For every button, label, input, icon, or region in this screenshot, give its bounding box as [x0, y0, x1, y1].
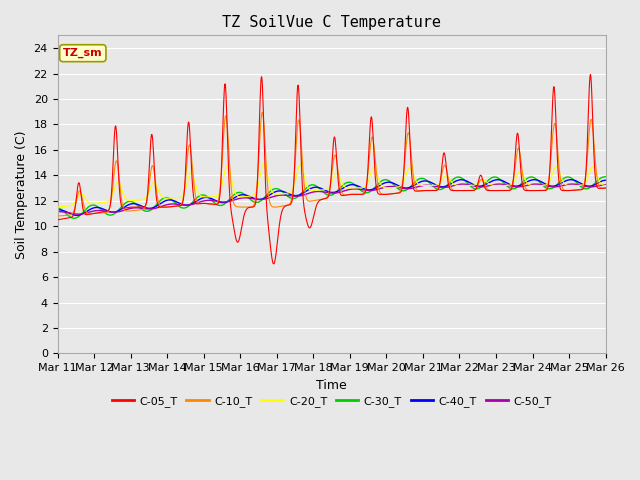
C-05_T [602, 185, 609, 191]
C-50_T [54, 209, 61, 215]
C-05_T [537, 188, 545, 193]
C-30_T [70, 216, 77, 221]
Line: C-05_T: C-05_T [58, 74, 605, 264]
C-50_T [176, 202, 184, 207]
C-10_T [54, 213, 61, 219]
C-50_T [495, 181, 503, 187]
C-40_T [417, 179, 425, 185]
Y-axis label: Soil Temperature (C): Soil Temperature (C) [15, 130, 28, 259]
C-20_T [417, 182, 425, 188]
C-40_T [602, 177, 609, 183]
C-50_T [237, 195, 245, 201]
C-20_T [537, 182, 545, 188]
Line: C-20_T: C-20_T [58, 164, 605, 207]
C-20_T [602, 182, 609, 188]
C-05_T [417, 188, 425, 193]
C-10_T [259, 109, 266, 115]
C-20_T [260, 161, 268, 167]
C-40_T [494, 177, 502, 182]
X-axis label: Time: Time [316, 379, 347, 392]
C-10_T [163, 204, 170, 210]
Text: TZ_sm: TZ_sm [63, 48, 102, 59]
Title: TZ SoilVue C Temperature: TZ SoilVue C Temperature [222, 15, 441, 30]
C-30_T [537, 180, 545, 186]
C-50_T [538, 182, 545, 188]
C-40_T [237, 192, 245, 198]
C-05_T [586, 72, 594, 77]
C-30_T [176, 204, 184, 210]
C-10_T [489, 188, 497, 193]
Legend: C-05_T, C-10_T, C-20_T, C-30_T, C-40_T, C-50_T: C-05_T, C-10_T, C-20_T, C-30_T, C-40_T, … [107, 392, 556, 411]
C-50_T [74, 211, 82, 217]
C-20_T [54, 204, 61, 210]
C-05_T [54, 217, 61, 223]
Line: C-10_T: C-10_T [58, 112, 605, 216]
C-30_T [163, 195, 170, 201]
Line: C-30_T: C-30_T [58, 177, 605, 218]
C-40_T [538, 179, 545, 185]
C-50_T [602, 182, 609, 188]
C-05_T [269, 261, 277, 267]
C-10_T [537, 188, 545, 193]
C-30_T [417, 176, 425, 181]
C-05_T [175, 203, 183, 209]
C-40_T [489, 178, 497, 184]
C-20_T [163, 195, 170, 201]
C-20_T [489, 182, 497, 188]
C-05_T [163, 204, 170, 210]
C-20_T [175, 195, 183, 201]
C-10_T [175, 203, 183, 208]
C-10_T [602, 185, 609, 191]
C-20_T [237, 194, 244, 200]
C-40_T [54, 207, 61, 213]
C-05_T [489, 188, 497, 193]
C-30_T [489, 175, 497, 180]
C-30_T [54, 205, 61, 211]
Line: C-40_T: C-40_T [58, 180, 605, 216]
C-40_T [176, 201, 184, 206]
C-05_T [237, 229, 244, 235]
C-10_T [237, 204, 244, 210]
Line: C-50_T: C-50_T [58, 184, 605, 214]
C-10_T [417, 188, 425, 193]
C-50_T [163, 202, 170, 208]
C-30_T [602, 174, 609, 180]
C-40_T [73, 213, 81, 218]
C-50_T [489, 182, 497, 188]
C-40_T [163, 198, 170, 204]
C-50_T [417, 183, 425, 189]
C-30_T [237, 190, 245, 195]
